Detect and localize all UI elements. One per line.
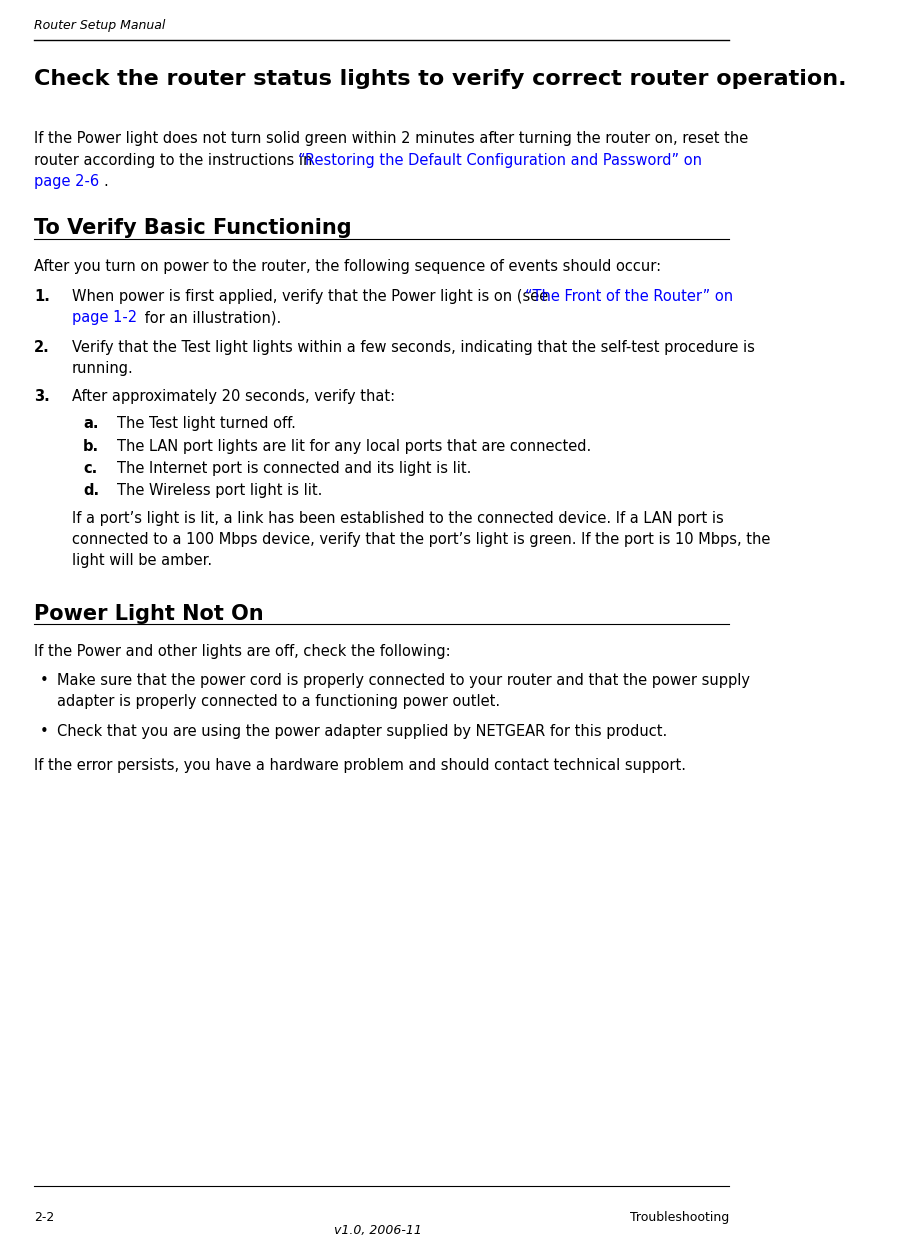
Text: If the Power and other lights are off, check the following:: If the Power and other lights are off, c… xyxy=(34,644,450,659)
Text: d.: d. xyxy=(83,483,99,498)
Text: The Test light turned off.: The Test light turned off. xyxy=(117,416,296,431)
Text: connected to a 100 Mbps device, verify that the port’s light is green. If the po: connected to a 100 Mbps device, verify t… xyxy=(72,532,770,547)
Text: Check that you are using the power adapter supplied by NETGEAR for this product.: Check that you are using the power adapt… xyxy=(57,724,667,739)
Text: page 2-6: page 2-6 xyxy=(34,174,99,189)
Text: c.: c. xyxy=(83,461,97,476)
Text: .: . xyxy=(104,174,108,189)
Text: 1.: 1. xyxy=(34,289,50,304)
Text: The Internet port is connected and its light is lit.: The Internet port is connected and its l… xyxy=(117,461,471,476)
Text: running.: running. xyxy=(72,361,133,376)
Text: 3.: 3. xyxy=(34,389,50,404)
Text: To Verify Basic Functioning: To Verify Basic Functioning xyxy=(34,218,351,238)
Text: a.: a. xyxy=(83,416,98,431)
Text: Check the router status lights to verify correct router operation.: Check the router status lights to verify… xyxy=(34,69,847,88)
Text: Power Light Not On: Power Light Not On xyxy=(34,604,264,624)
Text: page 1-2: page 1-2 xyxy=(72,310,137,325)
Text: After you turn on power to the router, the following sequence of events should o: After you turn on power to the router, t… xyxy=(34,259,661,274)
Text: If a port’s light is lit, a link has been established to the connected device. I: If a port’s light is lit, a link has bee… xyxy=(72,511,724,526)
Text: If the error persists, you have a hardware problem and should contact technical : If the error persists, you have a hardwa… xyxy=(34,758,686,773)
Text: •: • xyxy=(40,673,48,688)
Text: Router Setup Manual: Router Setup Manual xyxy=(34,19,166,31)
Text: Verify that the Test light lights within a few seconds, indicating that the self: Verify that the Test light lights within… xyxy=(72,340,755,355)
Text: adapter is properly connected to a functioning power outlet.: adapter is properly connected to a funct… xyxy=(57,694,500,709)
Text: 2.: 2. xyxy=(34,340,50,355)
Text: Troubleshooting: Troubleshooting xyxy=(630,1211,729,1224)
Text: The LAN port lights are lit for any local ports that are connected.: The LAN port lights are lit for any loca… xyxy=(117,439,591,454)
Text: When power is first applied, verify that the Power light is on (see: When power is first applied, verify that… xyxy=(72,289,552,304)
Text: router according to the instructions in: router according to the instructions in xyxy=(34,153,317,168)
Text: After approximately 20 seconds, verify that:: After approximately 20 seconds, verify t… xyxy=(72,389,395,404)
Text: 2-2: 2-2 xyxy=(34,1211,54,1224)
Text: for an illustration).: for an illustration). xyxy=(140,310,281,325)
Text: b.: b. xyxy=(83,439,99,454)
Text: “The Front of the Router” on: “The Front of the Router” on xyxy=(525,289,733,304)
Text: light will be amber.: light will be amber. xyxy=(72,553,212,568)
Text: Make sure that the power cord is properly connected to your router and that the : Make sure that the power cord is properl… xyxy=(57,673,750,688)
Text: The Wireless port light is lit.: The Wireless port light is lit. xyxy=(117,483,323,498)
Text: “Restoring the Default Configuration and Password” on: “Restoring the Default Configuration and… xyxy=(298,153,703,168)
Text: If the Power light does not turn solid green within 2 minutes after turning the : If the Power light does not turn solid g… xyxy=(34,131,748,146)
Text: •: • xyxy=(40,724,48,739)
Text: v1.0, 2006-11: v1.0, 2006-11 xyxy=(333,1224,422,1236)
